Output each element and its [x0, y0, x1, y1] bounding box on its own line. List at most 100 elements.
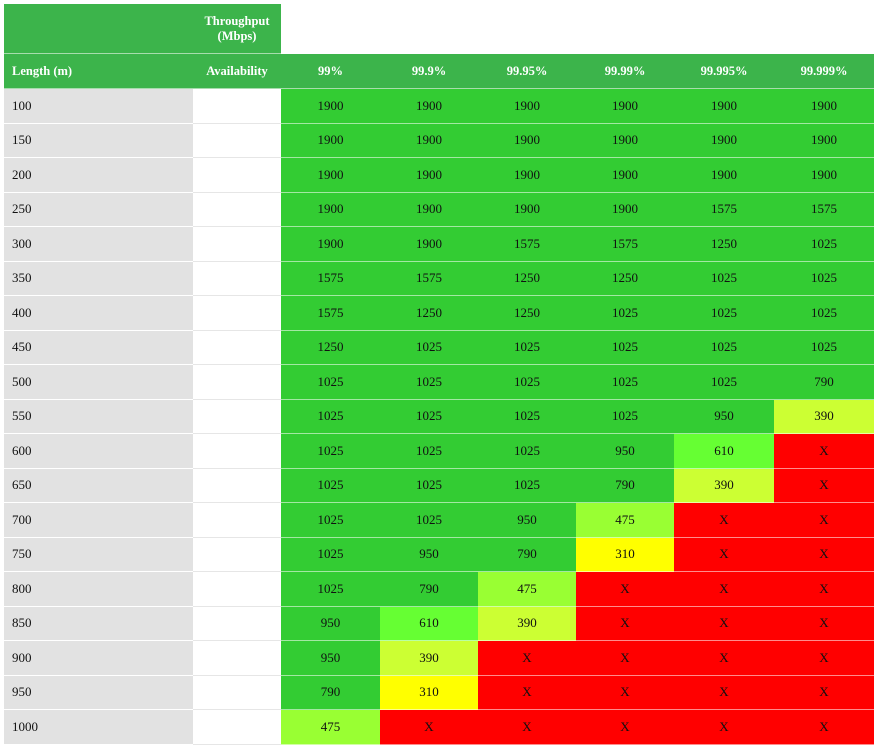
- column-header: 99%: [281, 54, 380, 89]
- throughput-cell: 1025: [478, 399, 576, 434]
- throughput-cell: X: [674, 710, 774, 745]
- table-row: 100 1900 1900 1900 1900 1900 1900: [4, 89, 874, 124]
- table-row: 550 1025 1025 1025 1025 950 390: [4, 399, 874, 434]
- throughput-cell: 1575: [281, 296, 380, 331]
- throughput-cell: X: [380, 710, 478, 745]
- throughput-cell: 1025: [576, 296, 674, 331]
- throughput-cell: 1025: [380, 330, 478, 365]
- throughput-cell: X: [576, 641, 674, 676]
- throughput-cell: 1025: [380, 399, 478, 434]
- availability-cell: [193, 192, 281, 227]
- table-row: 900 950 390 X X X X: [4, 641, 874, 676]
- availability-cell: [193, 123, 281, 158]
- availability-cell: [193, 261, 281, 296]
- throughput-cell: 390: [380, 641, 478, 676]
- length-cell: 1000: [4, 710, 193, 745]
- throughput-cell: 1900: [576, 89, 674, 124]
- availability-cell: [193, 227, 281, 262]
- throughput-cell: 1900: [281, 89, 380, 124]
- table-row: 150 1900 1900 1900 1900 1900 1900: [4, 123, 874, 158]
- throughput-cell: X: [478, 675, 576, 710]
- throughput-cell: 1025: [576, 330, 674, 365]
- throughput-cell: 950: [281, 606, 380, 641]
- column-header: 99.9%: [380, 54, 478, 89]
- table-row: 400 1575 1250 1250 1025 1025 1025: [4, 296, 874, 331]
- throughput-cell: 1900: [380, 227, 478, 262]
- throughput-cell: 790: [380, 572, 478, 607]
- throughput-cell: 390: [674, 468, 774, 503]
- availability-cell: [193, 89, 281, 124]
- throughput-cell: 310: [576, 537, 674, 572]
- length-cell: 400: [4, 296, 193, 331]
- throughput-cell: X: [674, 641, 774, 676]
- availability-cell: [193, 606, 281, 641]
- table-row: 350 1575 1575 1250 1250 1025 1025: [4, 261, 874, 296]
- length-cell: 800: [4, 572, 193, 607]
- throughput-cell: 1575: [380, 261, 478, 296]
- length-cell: 950: [4, 675, 193, 710]
- length-cell: 350: [4, 261, 193, 296]
- throughput-cell: X: [774, 572, 874, 607]
- throughput-cell: 1025: [674, 296, 774, 331]
- throughput-cell: 1900: [478, 192, 576, 227]
- length-cell: 200: [4, 158, 193, 193]
- throughput-cell: 1025: [281, 468, 380, 503]
- throughput-cell: 1025: [774, 227, 874, 262]
- table-row: 700 1025 1025 950 475 X X: [4, 503, 874, 538]
- throughput-cell: 1575: [576, 227, 674, 262]
- throughput-cell: 475: [478, 572, 576, 607]
- availability-cell: [193, 330, 281, 365]
- throughput-cell: 1025: [774, 330, 874, 365]
- throughput-cell: X: [674, 503, 774, 538]
- availability-cell: [193, 365, 281, 400]
- throughput-cell: 1250: [576, 261, 674, 296]
- throughput-cell: 1025: [281, 365, 380, 400]
- throughput-cell: 950: [576, 434, 674, 469]
- length-cell: 100: [4, 89, 193, 124]
- throughput-cell: 1900: [281, 192, 380, 227]
- length-cell: 250: [4, 192, 193, 227]
- throughput-cell: 1900: [281, 158, 380, 193]
- throughput-cell: 1900: [478, 123, 576, 158]
- throughput-cell: 1025: [674, 330, 774, 365]
- table-row: 1000 475 X X X X X: [4, 710, 874, 745]
- throughput-cell: 1025: [380, 434, 478, 469]
- throughput-cell: 1025: [478, 365, 576, 400]
- throughput-cell: 475: [576, 503, 674, 538]
- availability-cell: [193, 675, 281, 710]
- throughput-cell: 950: [380, 537, 478, 572]
- row-header-label: Length (m): [4, 54, 193, 89]
- throughput-cell: 1250: [281, 330, 380, 365]
- throughput-cell: X: [774, 641, 874, 676]
- throughput-cell: X: [478, 641, 576, 676]
- throughput-cell: 1250: [478, 296, 576, 331]
- throughput-cell: X: [576, 606, 674, 641]
- throughput-cell: 1025: [281, 537, 380, 572]
- throughput-cell: 1900: [576, 158, 674, 193]
- column-header: 99.95%: [478, 54, 576, 89]
- table-row: 950 790 310 X X X X: [4, 675, 874, 710]
- throughput-cell: 1900: [774, 123, 874, 158]
- corner-header: Throughput (Mbps): [193, 4, 281, 54]
- throughput-cell: 1575: [774, 192, 874, 227]
- throughput-cell: X: [774, 434, 874, 469]
- length-cell: 500: [4, 365, 193, 400]
- table-row: 750 1025 950 790 310 X X: [4, 537, 874, 572]
- throughput-cell: X: [774, 710, 874, 745]
- length-cell: 750: [4, 537, 193, 572]
- throughput-cell: X: [674, 572, 774, 607]
- throughput-cell: 1025: [380, 503, 478, 538]
- throughput-cell: 1900: [281, 123, 380, 158]
- availability-cell: [193, 641, 281, 676]
- throughput-cell: X: [478, 710, 576, 745]
- availability-cell: [193, 158, 281, 193]
- throughput-cell: X: [774, 675, 874, 710]
- table-row: 450 1250 1025 1025 1025 1025 1025: [4, 330, 874, 365]
- throughput-cell: 1025: [576, 365, 674, 400]
- throughput-cell: X: [774, 503, 874, 538]
- throughput-cell: 1025: [478, 468, 576, 503]
- length-cell: 600: [4, 434, 193, 469]
- throughput-cell: 310: [380, 675, 478, 710]
- throughput-cell: 1025: [380, 468, 478, 503]
- throughput-table: Throughput (Mbps) Length (m) Availabilit…: [4, 4, 874, 745]
